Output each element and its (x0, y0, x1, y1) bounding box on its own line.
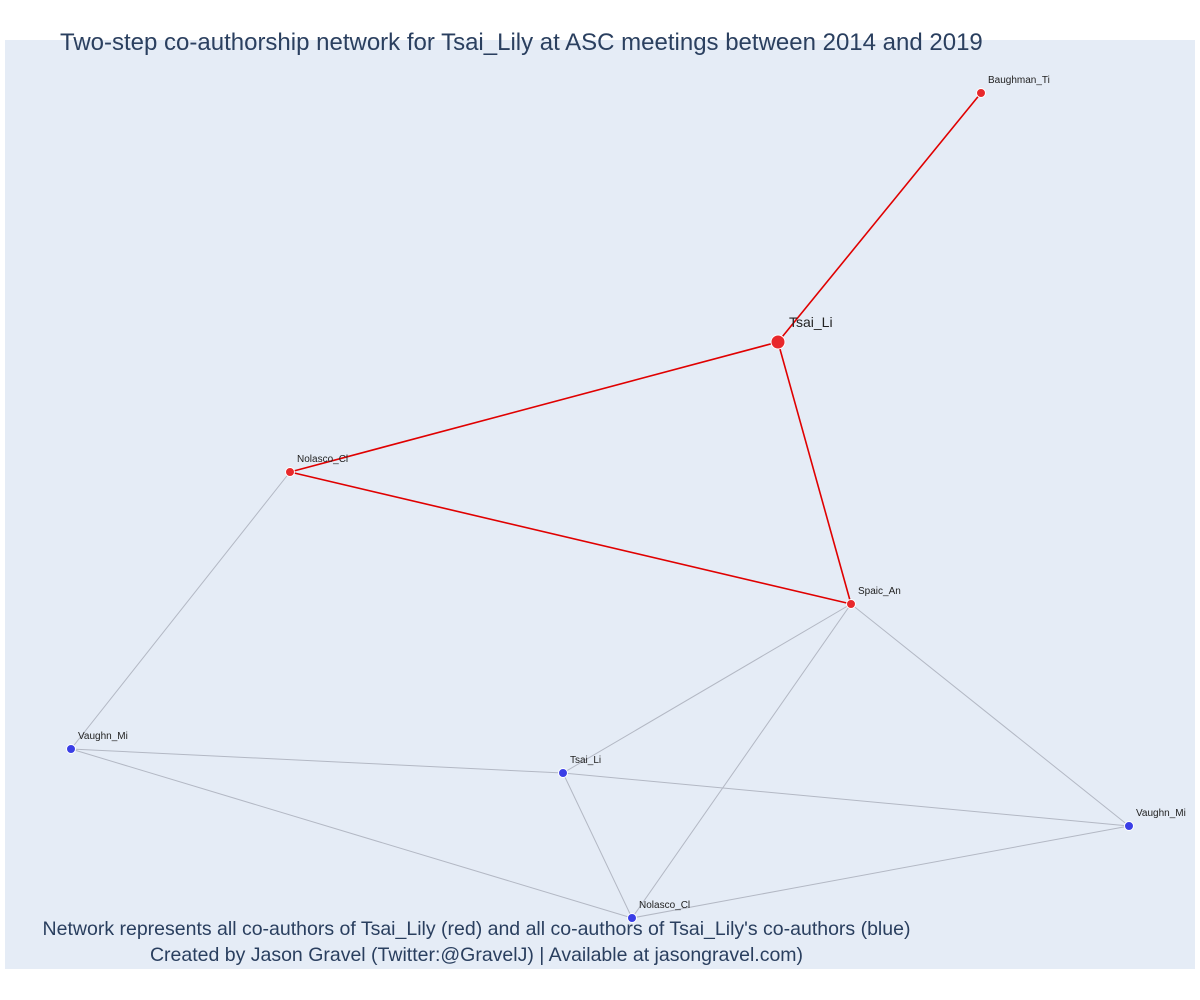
node-label-vaughn_left: Vaughn_Mi (78, 731, 128, 742)
node-label-baughman: Baughman_Ti (988, 75, 1050, 86)
node-label-spaic: Spaic_An (858, 586, 901, 597)
label-layer: Tsai_Li Baughman_Ti Nolasco_Cl Spaic_An Vaug… (78, 75, 1186, 911)
node-vaughn_left[interactable] (66, 744, 76, 754)
node-layer (66, 88, 1134, 923)
edge-spaic-vaughn_right (850, 603, 1130, 827)
node-label-tsai_main: Tsai_Li (789, 314, 833, 330)
node-label-vaughn_right: Vaughn_Mi (1136, 808, 1186, 819)
edge-spaic-nolasco_blue (631, 603, 852, 919)
node-baughman[interactable] (976, 88, 986, 98)
node-tsai_main[interactable] (770, 334, 786, 350)
node-vaughn_right[interactable] (1124, 821, 1134, 831)
edge-tsai_blue-nolasco_blue (562, 772, 633, 919)
edge-vaughn_left-nolasco_blue (70, 748, 633, 919)
edge-tsai_main-nolasco_red (289, 341, 779, 473)
edge-nolasco_red-spaic (289, 471, 852, 605)
edge-tsai_main-baughman (777, 92, 982, 343)
edge-nolasco_red-vaughn_left (70, 471, 291, 750)
edge-tsai_blue-vaughn_right (562, 772, 1130, 827)
edge-layer (70, 92, 1130, 919)
node-nolasco_red[interactable] (285, 467, 295, 477)
node-label-tsai_blue: Tsai_Li (570, 755, 601, 766)
chart-title: Two-step co-authorship network for Tsai_… (60, 29, 983, 56)
node-label-nolasco_blue: Nolasco_Cl (639, 900, 690, 911)
caption-line-2: Created by Jason Gravel (Twitter:@Gravel… (149, 944, 804, 966)
node-tsai_blue[interactable] (558, 768, 568, 778)
plot-area (5, 40, 1195, 969)
node-spaic[interactable] (846, 599, 856, 609)
edge-vaughn_left-tsai_blue (70, 748, 564, 774)
edge-spaic-tsai_blue (562, 603, 852, 774)
caption-line-1: Network represents all co-authors of Tsa… (42, 918, 911, 940)
node-nolasco_blue[interactable] (627, 913, 637, 923)
node-label-nolasco_red: Nolasco_Cl (297, 454, 348, 465)
edge-tsai_main-spaic (777, 341, 852, 605)
edge-nolasco_blue-vaughn_right (631, 825, 1130, 919)
